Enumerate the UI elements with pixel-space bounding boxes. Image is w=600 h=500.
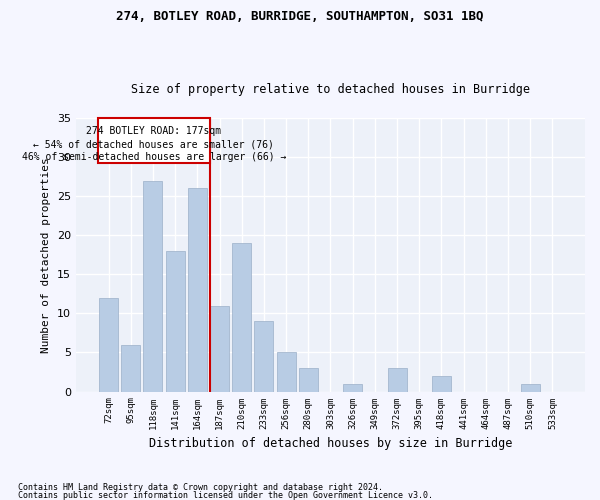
- Bar: [299, 368, 318, 392]
- Bar: [388, 368, 407, 392]
- X-axis label: Distribution of detached houses by size in Burridge: Distribution of detached houses by size …: [149, 437, 512, 450]
- Bar: [99, 298, 118, 392]
- Bar: [166, 251, 185, 392]
- Bar: [343, 384, 362, 392]
- Bar: [277, 352, 296, 392]
- Bar: [254, 321, 274, 392]
- Text: 274, BOTLEY ROAD, BURRIDGE, SOUTHAMPTON, SO31 1BQ: 274, BOTLEY ROAD, BURRIDGE, SOUTHAMPTON,…: [116, 10, 484, 23]
- Bar: [432, 376, 451, 392]
- FancyBboxPatch shape: [98, 118, 210, 164]
- Text: 46% of semi-detached houses are larger (66) →: 46% of semi-detached houses are larger (…: [22, 152, 286, 162]
- Bar: [121, 344, 140, 392]
- Title: Size of property relative to detached houses in Burridge: Size of property relative to detached ho…: [131, 83, 530, 96]
- Text: ← 54% of detached houses are smaller (76): ← 54% of detached houses are smaller (76…: [34, 140, 274, 150]
- Y-axis label: Number of detached properties: Number of detached properties: [41, 157, 52, 352]
- Bar: [521, 384, 539, 392]
- Bar: [210, 306, 229, 392]
- Text: Contains public sector information licensed under the Open Government Licence v3: Contains public sector information licen…: [18, 491, 433, 500]
- Bar: [188, 188, 207, 392]
- Text: 274 BOTLEY ROAD: 177sqm: 274 BOTLEY ROAD: 177sqm: [86, 126, 221, 136]
- Bar: [143, 180, 163, 392]
- Bar: [232, 243, 251, 392]
- Text: Contains HM Land Registry data © Crown copyright and database right 2024.: Contains HM Land Registry data © Crown c…: [18, 484, 383, 492]
